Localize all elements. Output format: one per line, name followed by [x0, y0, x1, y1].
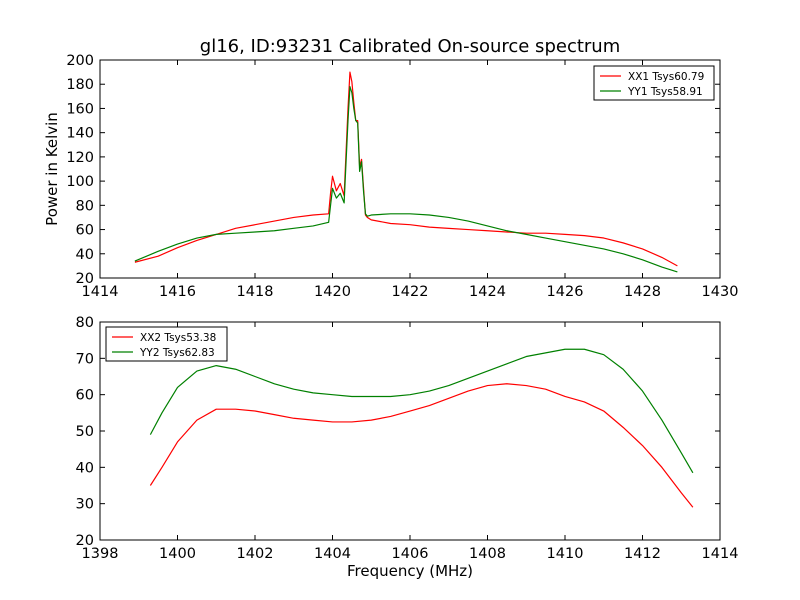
x-tick-label: 1402: [237, 546, 274, 562]
x-tick-label: 1414: [82, 284, 119, 300]
y-tick-label: 100: [66, 174, 94, 190]
x-tick-label: 1414: [702, 546, 739, 562]
x-tick-label: 1410: [547, 546, 584, 562]
x-tick-label: 1408: [469, 546, 506, 562]
y-tick-label: 180: [66, 77, 94, 93]
x-tick-label: 1424: [469, 284, 506, 300]
plots: 1414 1416 1418 1420 1422 1424 1426 1428 1430 20 40…: [43, 53, 738, 580]
y-tick-label: 60: [76, 388, 94, 404]
legend-label: XX2 Tsys53.38: [140, 332, 216, 344]
x-tick-label: 1422: [392, 284, 429, 300]
series-line-1: [149, 383, 694, 508]
subplot-1: 1414 1416 1418 1420 1422 1424 1426 1428 1430 20 40…: [43, 53, 738, 300]
series-line-2: [134, 86, 678, 273]
y-tick-label: 160: [66, 101, 94, 117]
x-axis-label: Frequency (MHz): [347, 562, 473, 580]
x-tick-label: 1420: [314, 284, 351, 300]
y-tick-label: 40: [76, 247, 94, 263]
x-tick-label: 1412: [624, 546, 661, 562]
y-tick-label: 20: [76, 533, 94, 549]
y-tick-label: 80: [76, 198, 94, 214]
legend-box: [105, 326, 228, 362]
y-tick-label: 30: [76, 497, 94, 513]
y-tick-label: 120: [66, 150, 94, 166]
x-tick-label: 1426: [547, 284, 584, 300]
x-tick-label: 1400: [159, 546, 196, 562]
legend-label: YY1 Tsys58.91: [627, 86, 703, 98]
subplot-2: 1398 1400 1402 1404 1406 1408 1410 1412 1414 20 30…: [76, 315, 739, 580]
figure-title: gl16, ID:93231 Calibrated On-source spec…: [200, 36, 620, 57]
y-tick-label: 140: [66, 126, 94, 142]
x-tick-label: 1406: [392, 546, 429, 562]
x-tick-label: 1404: [314, 546, 351, 562]
y-tick-label: 50: [76, 424, 94, 440]
legend-box: [593, 65, 715, 101]
y-tick-label: 60: [76, 223, 94, 239]
y-tick-label: 200: [66, 53, 94, 69]
series-line-2: [149, 348, 694, 474]
y-axis-label: Power in Kelvin: [43, 112, 61, 226]
y-tick-label: 40: [76, 460, 94, 476]
legend-label: YY2 Tsys62.83: [139, 347, 215, 359]
x-tick-label: 1416: [159, 284, 196, 300]
legend-label: XX1 Tsys60.79: [628, 71, 704, 83]
x-tick-label: 1398: [82, 546, 119, 562]
y-tick-label: 80: [76, 315, 94, 331]
x-tick-label: 1430: [702, 284, 739, 300]
x-tick-label: 1428: [624, 284, 661, 300]
x-tick-label: 1418: [237, 284, 274, 300]
y-tick-label: 20: [76, 271, 94, 287]
y-tick-label: 70: [76, 351, 94, 367]
